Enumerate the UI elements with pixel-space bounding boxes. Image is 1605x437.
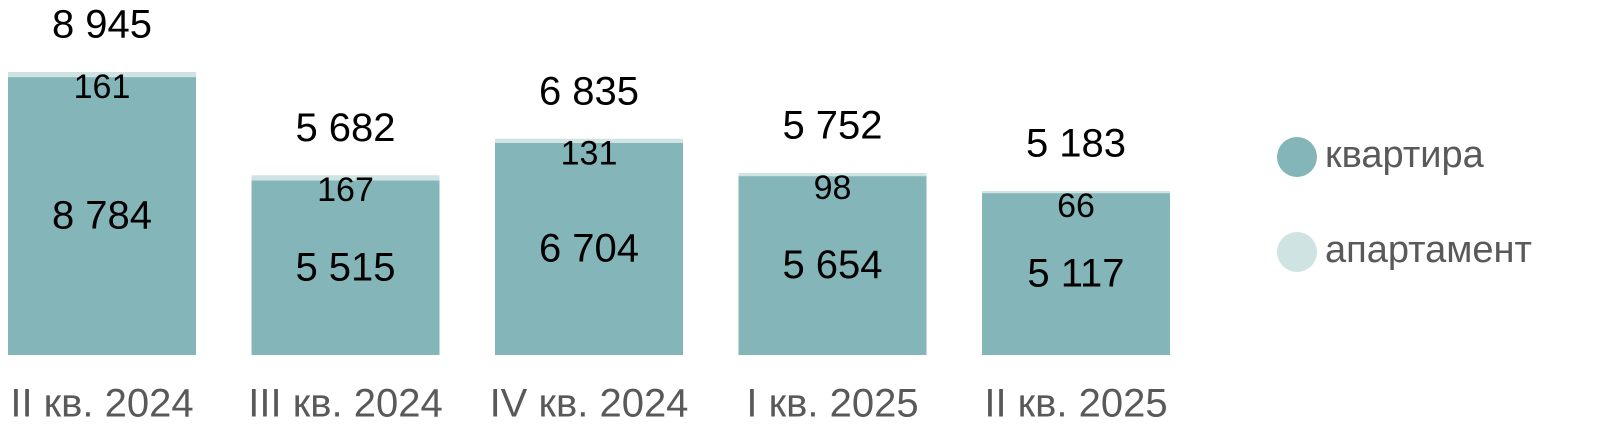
bar-segment: [982, 193, 1170, 355]
bar-segment: [251, 175, 440, 181]
total-label: 5 752: [782, 104, 882, 148]
x-tick-label: I кв. 2025: [746, 382, 918, 426]
legend-label: апартамент: [1325, 229, 1532, 271]
value-label: 5 515: [295, 245, 395, 289]
value-label: 131: [561, 135, 618, 173]
bar-segment: [738, 176, 927, 355]
bar-segment: [738, 173, 927, 177]
bar-segment: [982, 191, 1170, 194]
x-tick-label: IV кв. 2024: [490, 382, 689, 426]
bar-segment: [8, 77, 196, 355]
legend-label: квартира: [1325, 134, 1485, 176]
value-label: 161: [74, 68, 131, 106]
value-label: 6 704: [539, 227, 639, 271]
value-label: 98: [814, 169, 852, 207]
value-label: 5 654: [782, 243, 882, 287]
value-label: 5 117: [1027, 252, 1124, 296]
total-label: 5 682: [295, 106, 395, 150]
bar-segment: [495, 138, 683, 143]
total-label: 6 835: [539, 69, 639, 113]
total-label: 5 183: [1026, 122, 1126, 166]
bar-segment: [495, 142, 683, 355]
x-tick-label: III кв. 2024: [248, 382, 442, 426]
x-tick-label: II кв. 2025: [984, 382, 1167, 426]
legend-marker: [1277, 137, 1317, 177]
bar-segment: [251, 180, 440, 355]
total-label: 8 945: [52, 3, 152, 47]
value-label: 66: [1057, 187, 1095, 225]
bar-segment: [8, 72, 196, 78]
value-label: 167: [317, 171, 374, 209]
legend-marker: [1277, 232, 1317, 272]
x-tick-label: II кв. 2024: [10, 382, 193, 426]
value-label: 8 784: [52, 194, 152, 238]
